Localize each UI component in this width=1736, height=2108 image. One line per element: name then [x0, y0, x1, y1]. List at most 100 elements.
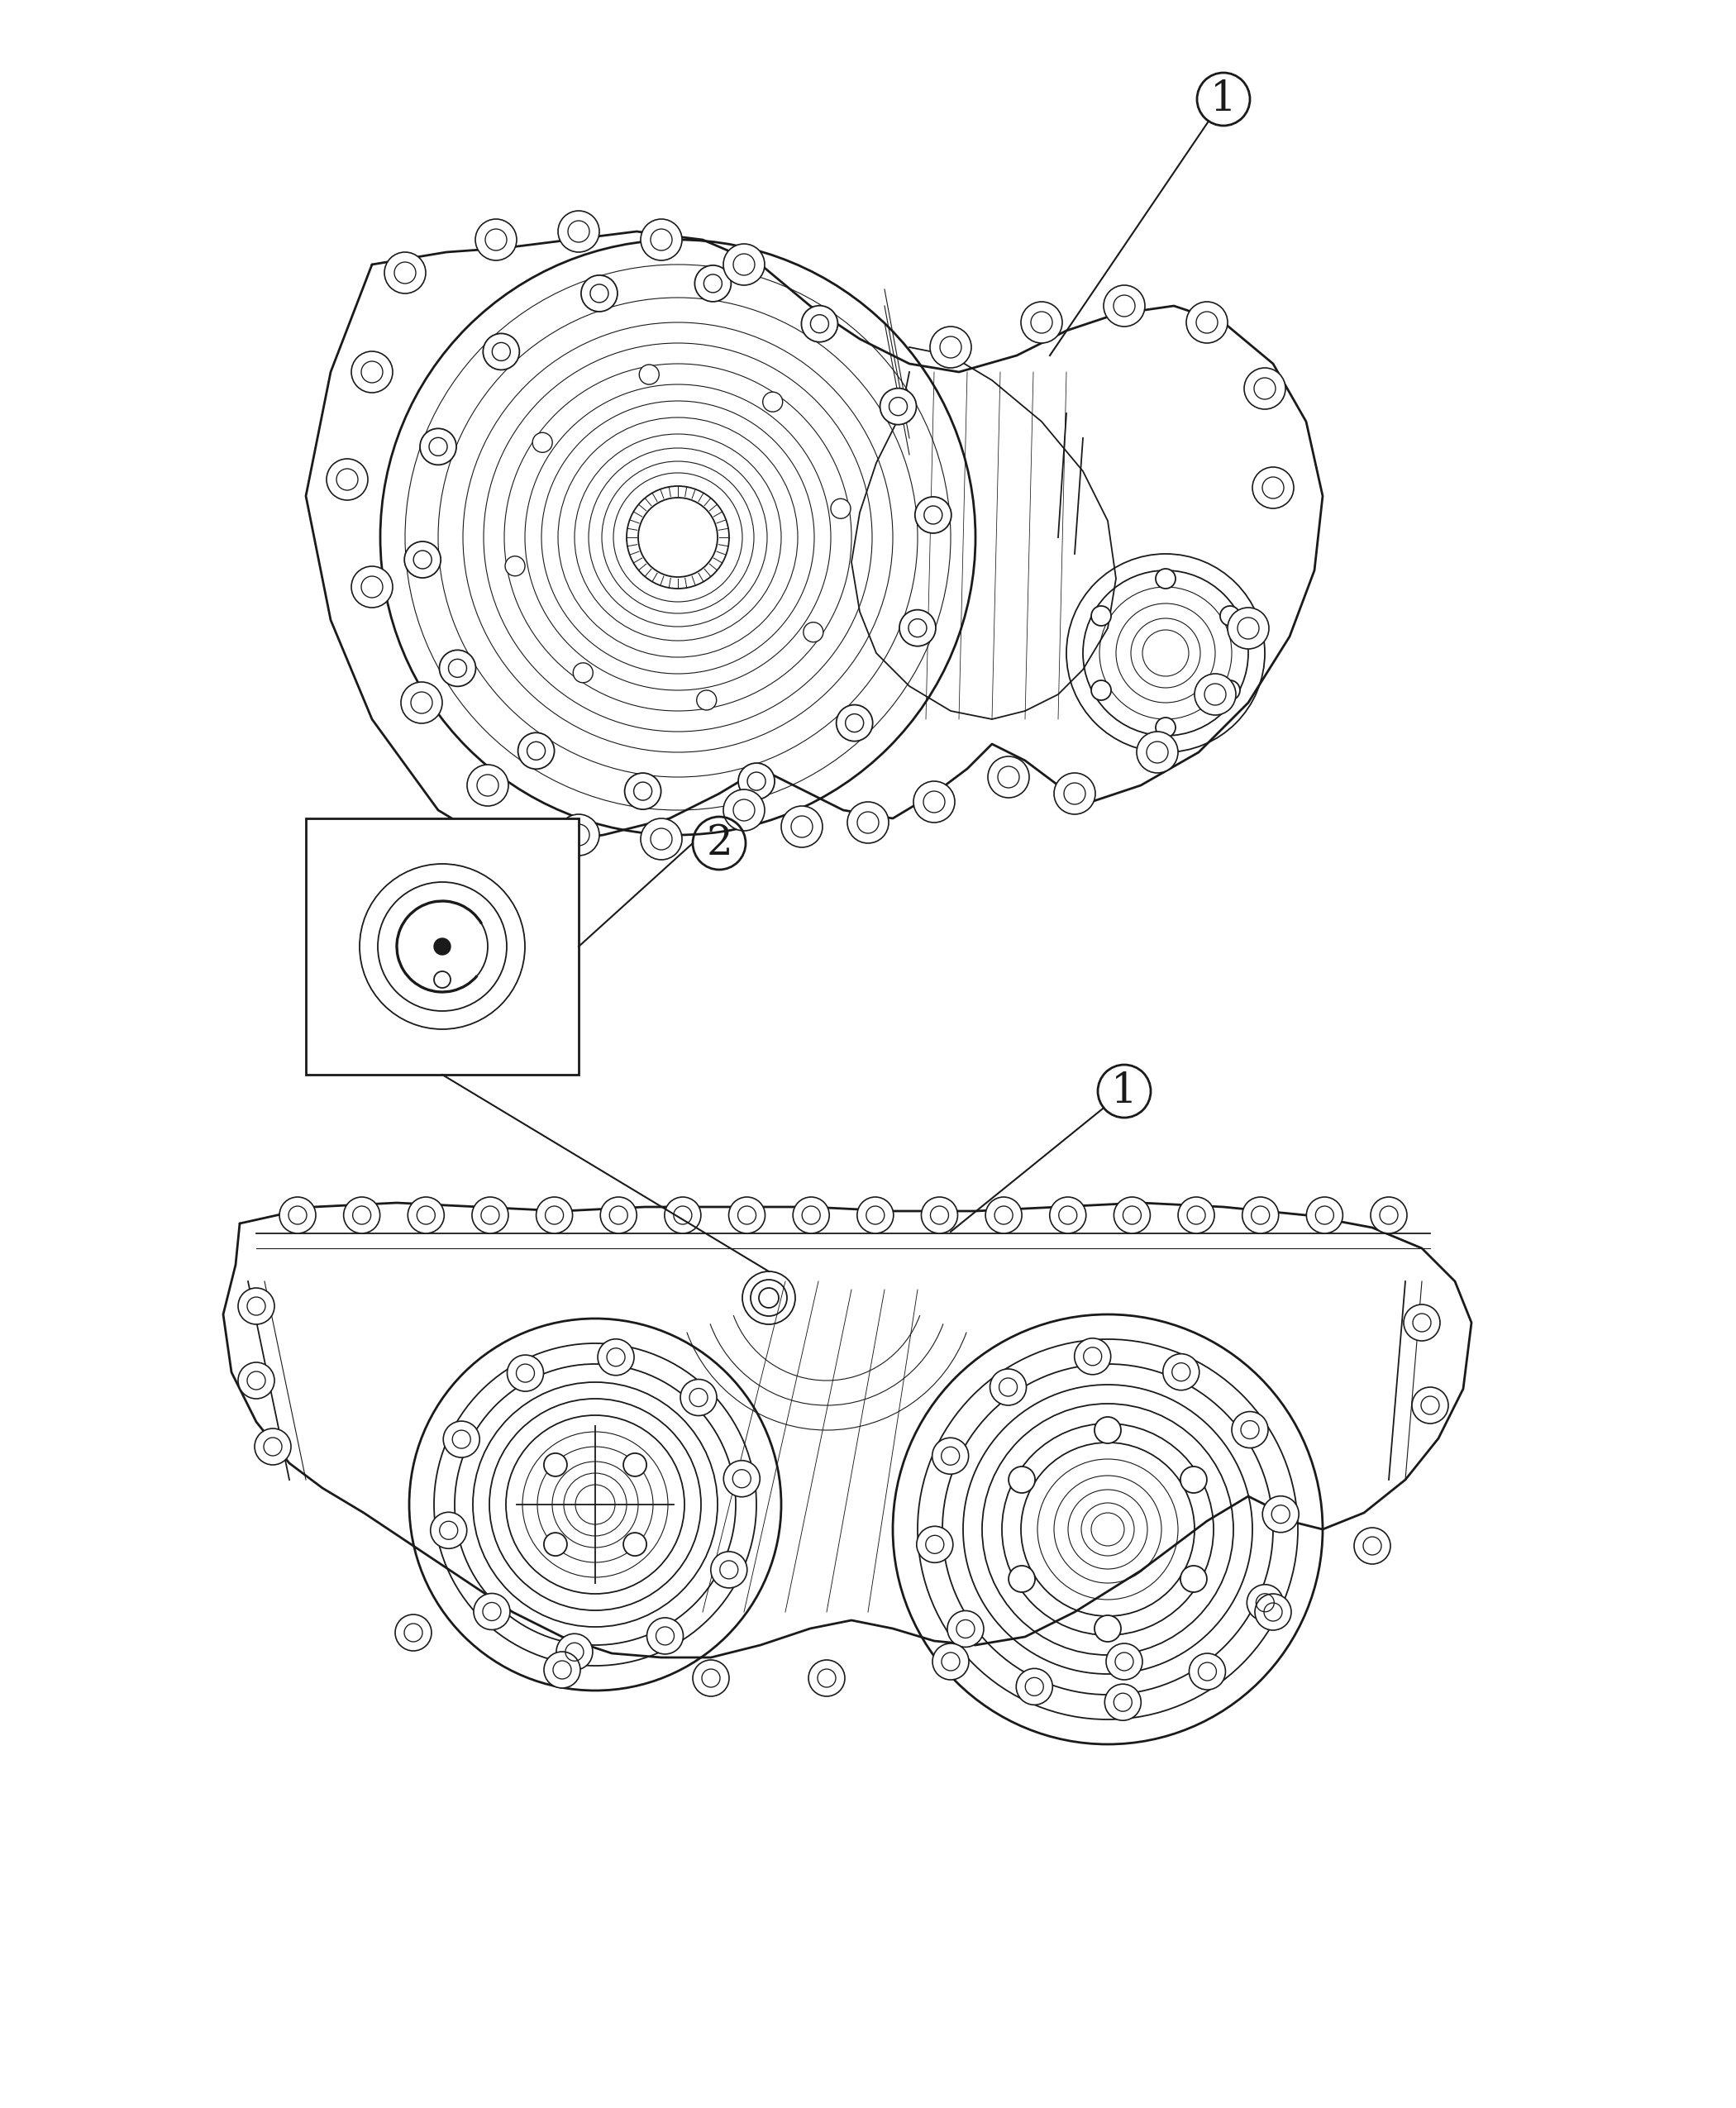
Circle shape — [917, 1526, 953, 1562]
Circle shape — [696, 689, 717, 710]
Circle shape — [344, 1197, 380, 1233]
Circle shape — [832, 500, 851, 519]
Circle shape — [401, 683, 443, 723]
Circle shape — [507, 1355, 543, 1391]
Circle shape — [847, 801, 889, 843]
Circle shape — [557, 814, 599, 856]
Circle shape — [1245, 369, 1285, 409]
Circle shape — [641, 818, 682, 860]
Circle shape — [837, 704, 873, 742]
Circle shape — [986, 1197, 1023, 1233]
Circle shape — [781, 805, 823, 847]
Circle shape — [420, 428, 457, 466]
Circle shape — [915, 497, 951, 533]
Circle shape — [1137, 731, 1179, 774]
Circle shape — [1243, 1197, 1279, 1233]
Circle shape — [1180, 1467, 1207, 1492]
Circle shape — [1054, 774, 1095, 814]
Circle shape — [1371, 1197, 1406, 1233]
Circle shape — [467, 765, 509, 805]
Circle shape — [439, 649, 476, 687]
Circle shape — [238, 1362, 274, 1400]
Circle shape — [255, 1429, 292, 1465]
Circle shape — [505, 557, 524, 575]
Circle shape — [1189, 1653, 1226, 1691]
Circle shape — [880, 388, 917, 424]
Circle shape — [932, 1438, 969, 1473]
Circle shape — [988, 757, 1029, 797]
Circle shape — [1227, 607, 1269, 649]
Circle shape — [1262, 1497, 1299, 1533]
Circle shape — [1252, 468, 1293, 508]
Circle shape — [474, 1594, 510, 1629]
Circle shape — [1009, 1467, 1035, 1492]
Circle shape — [1179, 1197, 1215, 1233]
Circle shape — [1233, 1412, 1267, 1448]
Circle shape — [1411, 1387, 1448, 1423]
Circle shape — [543, 1533, 568, 1556]
Circle shape — [1307, 1197, 1344, 1233]
Text: 1: 1 — [1210, 78, 1236, 120]
Circle shape — [476, 219, 517, 261]
Circle shape — [279, 1197, 316, 1233]
Bar — [306, 818, 578, 1075]
Circle shape — [1163, 1353, 1200, 1389]
Circle shape — [517, 734, 554, 769]
Circle shape — [431, 1511, 467, 1549]
Circle shape — [351, 567, 392, 607]
Circle shape — [623, 1533, 646, 1556]
Circle shape — [1255, 1594, 1292, 1629]
Circle shape — [1092, 605, 1111, 626]
Circle shape — [384, 253, 425, 293]
Circle shape — [573, 662, 594, 683]
Circle shape — [899, 609, 936, 647]
Circle shape — [556, 1634, 592, 1670]
Circle shape — [1092, 681, 1111, 700]
Circle shape — [802, 306, 838, 341]
Circle shape — [693, 1659, 729, 1697]
Circle shape — [724, 790, 764, 831]
Circle shape — [483, 333, 519, 369]
Circle shape — [1220, 605, 1240, 626]
Circle shape — [694, 266, 731, 301]
Circle shape — [738, 763, 774, 799]
Circle shape — [1104, 1684, 1141, 1720]
Circle shape — [932, 1644, 969, 1680]
Circle shape — [351, 352, 392, 392]
Circle shape — [809, 1659, 845, 1697]
Circle shape — [990, 1368, 1026, 1406]
Text: 1: 1 — [1111, 1071, 1137, 1111]
Circle shape — [1009, 1566, 1035, 1592]
Circle shape — [804, 622, 823, 643]
Circle shape — [601, 1197, 637, 1233]
Circle shape — [472, 1197, 509, 1233]
Circle shape — [1075, 1339, 1111, 1374]
Circle shape — [597, 1339, 634, 1374]
Circle shape — [1194, 675, 1236, 715]
Circle shape — [408, 1197, 444, 1233]
Circle shape — [724, 1461, 760, 1497]
Circle shape — [1104, 285, 1146, 327]
Circle shape — [1050, 1197, 1087, 1233]
Circle shape — [1404, 1305, 1441, 1341]
Circle shape — [1156, 569, 1175, 588]
Circle shape — [625, 774, 661, 809]
Circle shape — [930, 327, 972, 369]
Circle shape — [1021, 301, 1062, 344]
Circle shape — [623, 1452, 646, 1476]
Circle shape — [326, 460, 368, 500]
Circle shape — [1186, 301, 1227, 344]
Circle shape — [1016, 1667, 1052, 1705]
Circle shape — [729, 1197, 766, 1233]
Circle shape — [858, 1197, 894, 1233]
Circle shape — [648, 1617, 684, 1655]
Circle shape — [922, 1197, 958, 1233]
Circle shape — [238, 1288, 274, 1324]
Circle shape — [533, 432, 552, 453]
Circle shape — [1220, 681, 1240, 700]
Circle shape — [1156, 717, 1175, 738]
Circle shape — [543, 1452, 568, 1476]
Circle shape — [639, 365, 660, 384]
Circle shape — [434, 938, 451, 955]
Circle shape — [762, 392, 783, 411]
